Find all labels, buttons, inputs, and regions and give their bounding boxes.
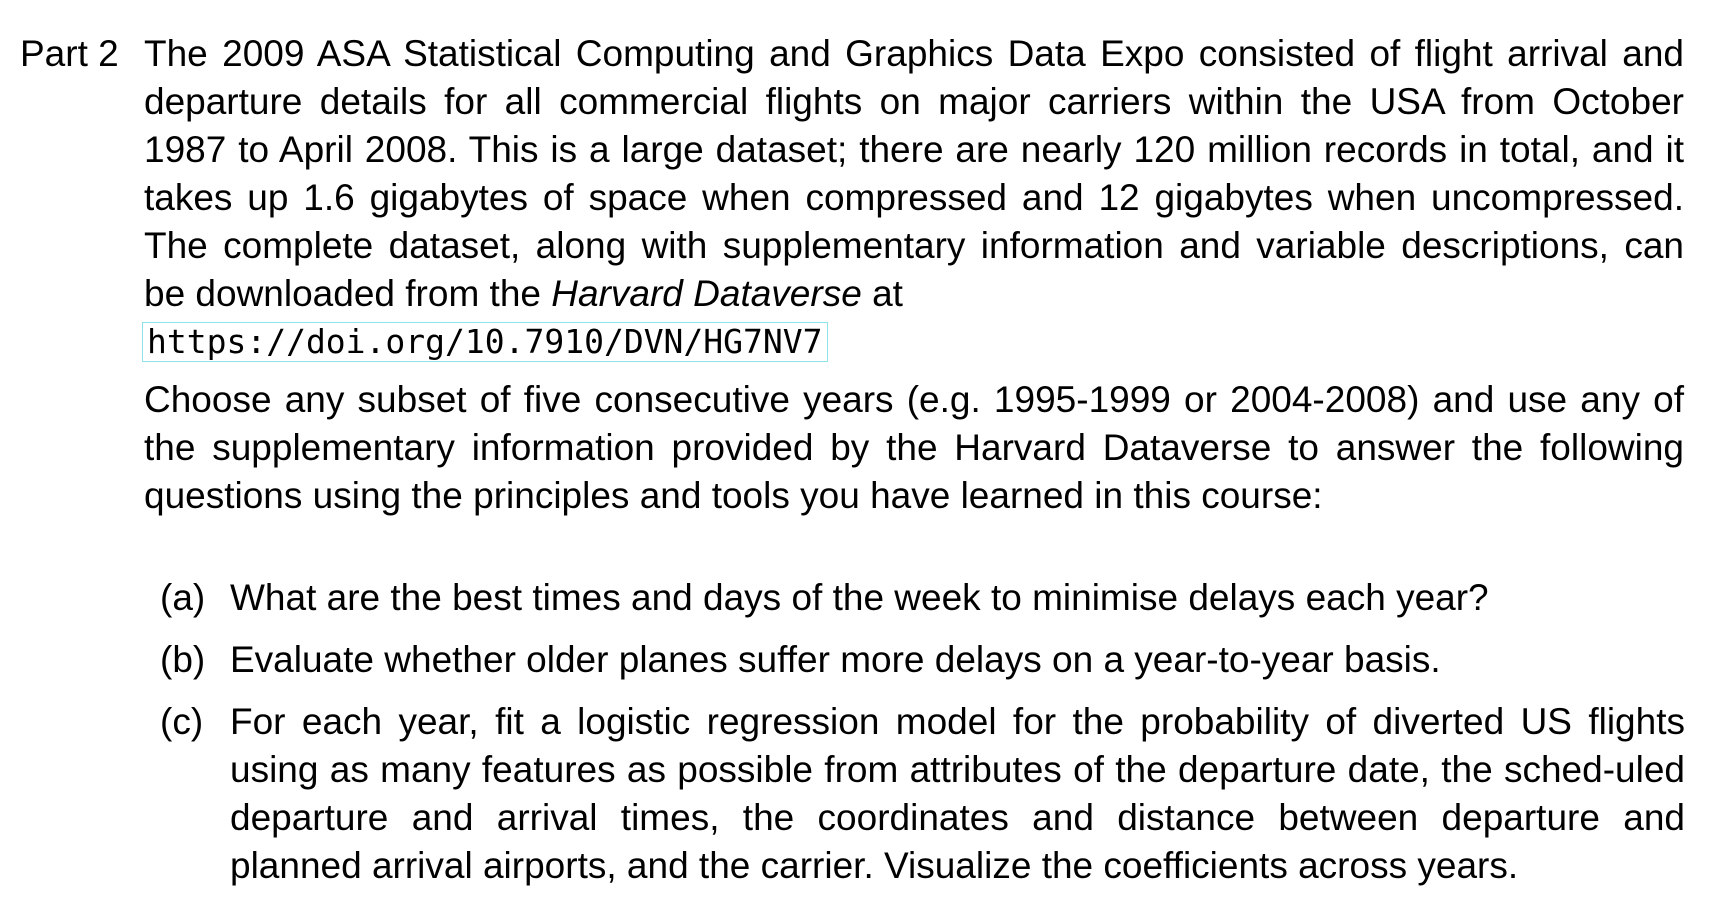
part-body: The 2009 ASA Statistical Computing and G… bbox=[142, 30, 1684, 520]
question-marker: (b) bbox=[160, 639, 206, 680]
question-text: For each year, fit a logistic regression… bbox=[230, 701, 1685, 886]
question-marker: (c) bbox=[160, 701, 204, 742]
question-item-b: (b) Evaluate whether older planes suffer… bbox=[160, 636, 1685, 684]
question-list: (a) What are the best times and days of … bbox=[160, 574, 1685, 904]
intro-paragraph: The 2009 ASA Statistical Computing and G… bbox=[144, 30, 1684, 318]
instructions-paragraph: Choose any subset of five consecutive ye… bbox=[144, 379, 1684, 516]
intro-text: The 2009 ASA Statistical Computing and G… bbox=[144, 33, 1684, 314]
question-item-a: (a) What are the best times and days of … bbox=[160, 574, 1685, 622]
question-text: What are the best times and days of the … bbox=[230, 577, 1489, 618]
dataset-url-link[interactable]: https://doi.org/10.7910/DVN/HG7NV7 bbox=[142, 322, 828, 362]
intro-text-tail: at bbox=[861, 273, 903, 314]
part-label: Part 2 bbox=[20, 33, 119, 74]
question-marker: (a) bbox=[160, 577, 206, 618]
url-line: https://doi.org/10.7910/DVN/HG7NV7 bbox=[142, 318, 1684, 362]
question-item-c: (c) For each year, fit a logistic regres… bbox=[160, 698, 1685, 890]
harvard-dataverse-name: Harvard Dataverse bbox=[551, 273, 862, 314]
question-text: Evaluate whether older planes suffer mor… bbox=[230, 639, 1441, 680]
